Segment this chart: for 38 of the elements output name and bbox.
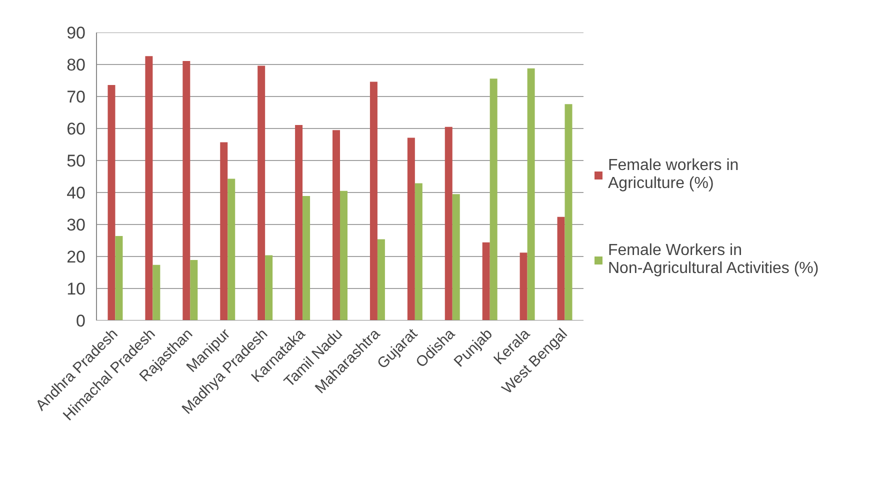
bar <box>452 194 460 320</box>
bar <box>520 252 528 320</box>
bar <box>145 56 153 320</box>
y-tick-label: 60 <box>66 120 86 138</box>
y-tick-label: 50 <box>66 152 86 170</box>
y-tick-label: 80 <box>66 56 86 74</box>
bar <box>152 264 160 320</box>
bar <box>302 196 310 320</box>
bar <box>332 130 340 320</box>
y-tick-label: 90 <box>66 24 86 42</box>
bar <box>295 124 303 320</box>
bar <box>490 78 498 320</box>
bar <box>228 178 236 320</box>
bar <box>527 68 535 320</box>
y-tick-label: 70 <box>66 88 86 106</box>
bar <box>190 260 198 320</box>
bar <box>377 239 385 320</box>
bar <box>414 183 422 320</box>
y-tick-label: 10 <box>66 280 86 298</box>
bar <box>258 66 266 320</box>
bar <box>340 190 348 320</box>
bar <box>115 236 123 320</box>
bar <box>482 242 490 320</box>
bar <box>407 138 415 320</box>
legend-label: Female Workers in Non-Agricultural Activities (%) <box>608 241 819 279</box>
legend-label: Female workers in Agriculture (%) <box>608 156 739 194</box>
bar <box>220 142 228 320</box>
bar <box>564 104 572 320</box>
y-tick-label: 20 <box>66 248 86 266</box>
bar <box>370 82 378 320</box>
y-tick-label: 40 <box>66 184 86 202</box>
bar <box>557 216 565 320</box>
y-tick-label: 0 <box>76 312 86 330</box>
bar <box>265 255 273 320</box>
y-tick-label: 30 <box>66 216 86 234</box>
bar <box>182 60 190 320</box>
bar <box>444 126 452 320</box>
bar <box>108 84 116 320</box>
